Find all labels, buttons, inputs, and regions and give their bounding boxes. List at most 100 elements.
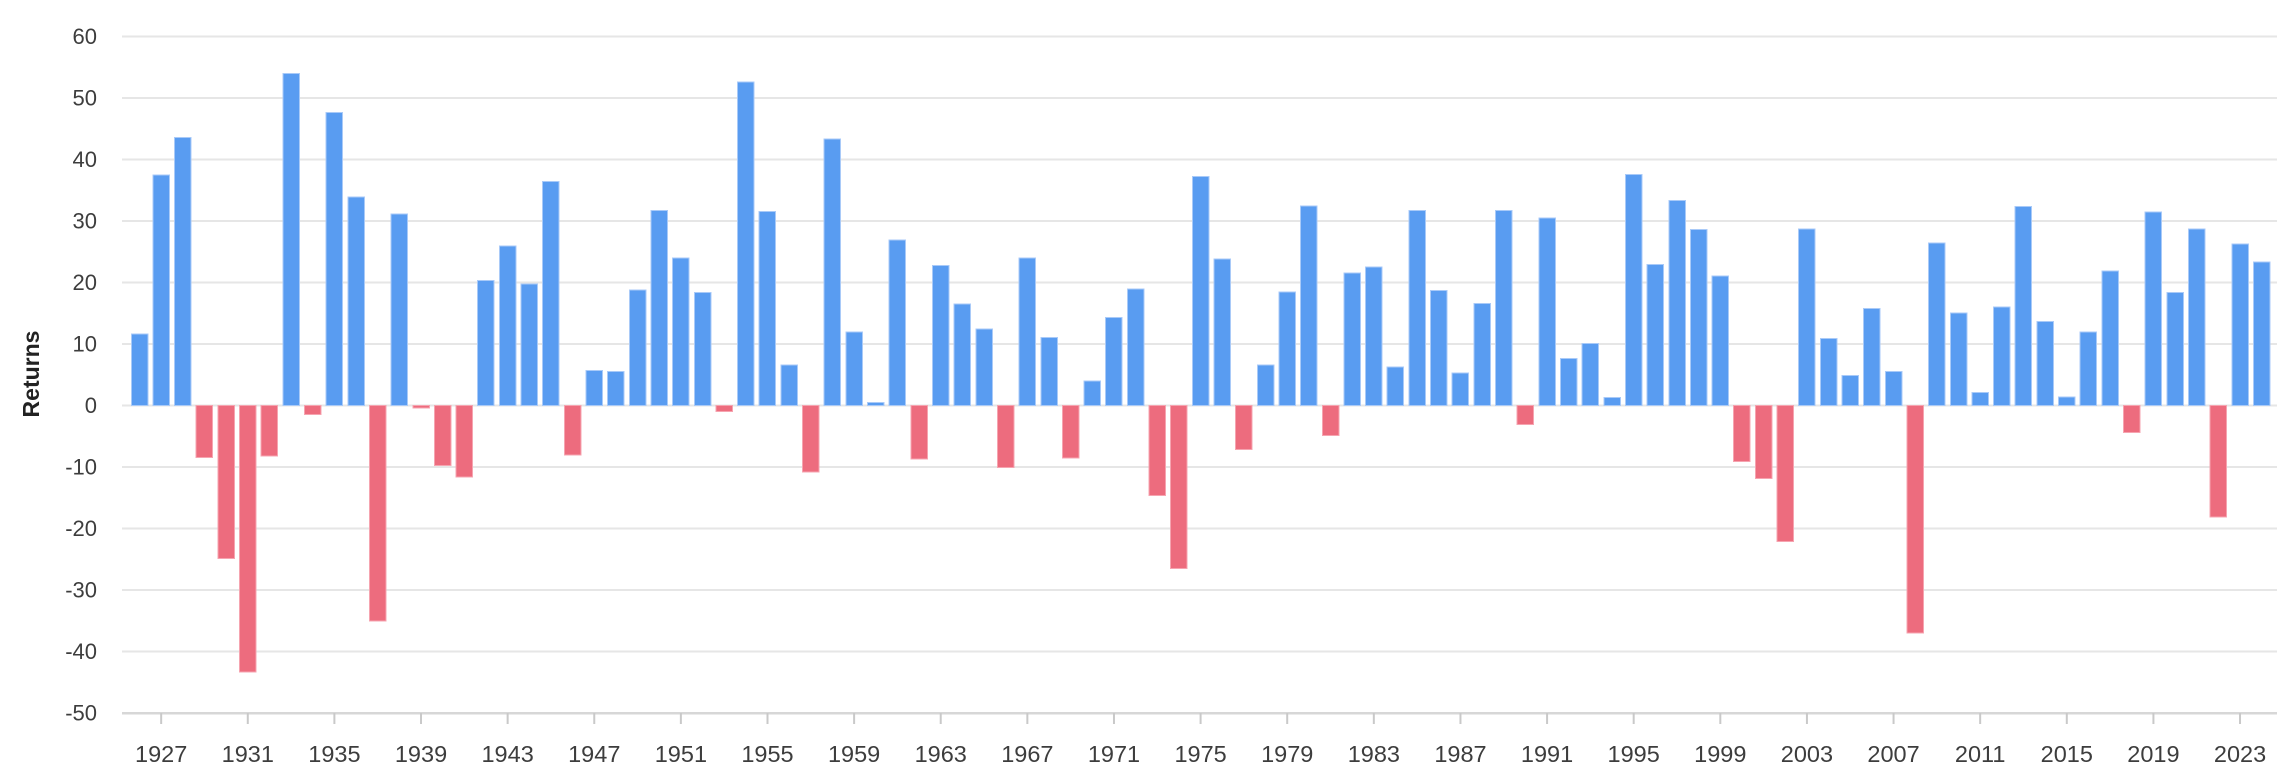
bar-1980[interactable] xyxy=(1300,205,1318,406)
bar-1979[interactable] xyxy=(1278,291,1296,406)
bar-1996[interactable] xyxy=(1646,263,1665,406)
bar-1937[interactable] xyxy=(368,405,387,622)
bar-2008[interactable] xyxy=(1906,405,1924,634)
bar-1975[interactable] xyxy=(1191,176,1210,406)
bar-1967[interactable] xyxy=(1018,257,1037,407)
bar-1957[interactable] xyxy=(802,405,820,473)
bar-1932[interactable] xyxy=(260,405,279,457)
bar-2007[interactable] xyxy=(1884,371,1903,407)
bar-1978[interactable] xyxy=(1256,364,1275,407)
bar-2010[interactable] xyxy=(1949,312,1968,407)
bar-1947[interactable] xyxy=(585,369,604,407)
bar-2012[interactable] xyxy=(1993,306,2011,407)
bar-1961[interactable] xyxy=(888,239,907,406)
bar-1929[interactable] xyxy=(195,405,214,458)
bar-1963[interactable] xyxy=(931,264,950,406)
bar-1955[interactable] xyxy=(758,210,777,406)
bar-2014[interactable] xyxy=(2036,320,2054,406)
bar-1976[interactable] xyxy=(1213,258,1231,406)
bar-1988[interactable] xyxy=(1473,302,1491,407)
bar-1962[interactable] xyxy=(910,405,928,460)
bar-1985[interactable] xyxy=(1408,209,1426,406)
bar-1970[interactable] xyxy=(1083,380,1102,407)
bar-2015[interactable] xyxy=(2058,396,2076,407)
bar-1989[interactable] xyxy=(1495,210,1513,406)
bar-1974[interactable] xyxy=(1170,405,1188,569)
bar-1942[interactable] xyxy=(477,279,495,406)
bar-1997[interactable] xyxy=(1668,199,1686,406)
bar-1969[interactable] xyxy=(1061,405,1080,459)
bar-1992[interactable] xyxy=(1559,358,1578,406)
bar-2020[interactable] xyxy=(2166,291,2184,406)
bar-1943[interactable] xyxy=(498,245,517,406)
bar-1995[interactable] xyxy=(1624,173,1643,406)
bar-2019[interactable] xyxy=(2144,211,2163,406)
bar-1981[interactable] xyxy=(1321,405,1340,437)
bar-1960[interactable] xyxy=(867,402,885,406)
bar-1998[interactable] xyxy=(1689,229,1708,406)
bar-1948[interactable] xyxy=(607,371,625,406)
bar-2009[interactable] xyxy=(1928,242,1946,406)
bar-2001[interactable] xyxy=(1754,405,1773,480)
bar-2021[interactable] xyxy=(2187,228,2206,406)
bar-1946[interactable] xyxy=(563,405,582,456)
bar-1977[interactable] xyxy=(1235,405,1253,451)
bar-2004[interactable] xyxy=(1819,338,1838,407)
bar-1945[interactable] xyxy=(542,180,560,406)
bar-1964[interactable] xyxy=(953,303,972,407)
bar-1941[interactable] xyxy=(455,405,474,478)
bar-1950[interactable] xyxy=(650,209,668,406)
bar-2002[interactable] xyxy=(1776,405,1795,542)
bar-1944[interactable] xyxy=(520,283,539,407)
bar-1966[interactable] xyxy=(996,405,1015,468)
bar-1971[interactable] xyxy=(1105,316,1123,406)
bar-1973[interactable] xyxy=(1148,405,1167,497)
bar-1928[interactable] xyxy=(174,136,192,406)
bar-2011[interactable] xyxy=(1971,392,1989,406)
x-tick-label-1995: 1995 xyxy=(1608,741,1660,767)
bar-1991[interactable] xyxy=(1538,217,1556,406)
bar-1952[interactable] xyxy=(693,292,712,407)
bar-1934[interactable] xyxy=(303,405,322,415)
bar-1987[interactable] xyxy=(1451,372,1470,406)
bar-1933[interactable] xyxy=(282,72,300,407)
bar-1953[interactable] xyxy=(715,405,733,413)
bar-2005[interactable] xyxy=(1841,374,1859,406)
bar-2006[interactable] xyxy=(1863,307,1881,407)
bar-1940[interactable] xyxy=(433,405,452,467)
bar-1959[interactable] xyxy=(845,331,863,407)
bar-2022[interactable] xyxy=(2209,405,2228,518)
bar-2003[interactable] xyxy=(1798,228,1816,406)
bar-1986[interactable] xyxy=(1430,290,1448,407)
bar-1926[interactable] xyxy=(130,333,149,406)
bar-1931[interactable] xyxy=(239,405,257,673)
bar-1990[interactable] xyxy=(1516,405,1535,426)
bar-1983[interactable] xyxy=(1365,266,1383,407)
bar-1930[interactable] xyxy=(217,405,235,560)
bar-1993[interactable] xyxy=(1581,343,1600,406)
bar-2013[interactable] xyxy=(2014,205,2033,406)
bar-1949[interactable] xyxy=(628,289,647,406)
bar-1939[interactable] xyxy=(412,405,430,409)
bar-1999[interactable] xyxy=(1711,275,1730,406)
bar-1994[interactable] xyxy=(1603,396,1621,406)
bar-1935[interactable] xyxy=(325,111,344,406)
bar-2000[interactable] xyxy=(1733,405,1751,462)
bar-1984[interactable] xyxy=(1386,366,1405,407)
bar-1938[interactable] xyxy=(390,213,409,406)
bar-1951[interactable] xyxy=(672,257,690,407)
bar-1936[interactable] xyxy=(347,196,365,406)
bar-2023[interactable] xyxy=(2231,243,2249,406)
bar-2016[interactable] xyxy=(2079,331,2098,407)
bar-1958[interactable] xyxy=(823,138,842,406)
bar-1972[interactable] xyxy=(1126,288,1145,407)
bar-1965[interactable] xyxy=(975,328,993,406)
bar-2024[interactable] xyxy=(2252,261,2271,406)
bar-2017[interactable] xyxy=(2101,270,2119,407)
bar-1956[interactable] xyxy=(780,364,798,407)
bar-1927[interactable] xyxy=(152,174,170,406)
bar-1954[interactable] xyxy=(737,81,755,407)
bar-2018[interactable] xyxy=(2123,405,2141,433)
bar-1968[interactable] xyxy=(1040,336,1058,406)
bar-1982[interactable] xyxy=(1343,272,1361,406)
